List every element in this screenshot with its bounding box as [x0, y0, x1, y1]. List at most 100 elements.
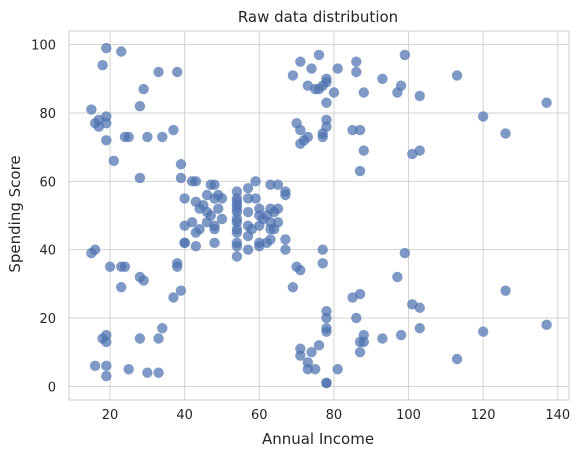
scatter-point [354, 288, 366, 300]
scatter-point [321, 326, 332, 337]
scatter-point [395, 329, 407, 341]
scatter-point [194, 223, 205, 235]
scatter-point [272, 203, 284, 214]
scatter-point [310, 364, 321, 375]
scatter-point [328, 87, 340, 98]
scatter-point [216, 193, 228, 204]
scatter-point [242, 244, 254, 255]
scatter-point [347, 124, 358, 136]
scatter-point [351, 66, 362, 78]
scatter-point [295, 124, 306, 136]
scatter-point [179, 220, 190, 231]
scatter-point [179, 193, 190, 204]
scatter-point [414, 302, 425, 313]
y-tick-label: 60 [39, 175, 56, 190]
scatter-point [242, 206, 254, 218]
scatter-point [209, 223, 220, 235]
scatter-point [242, 182, 254, 194]
scatter-point [153, 333, 164, 344]
scatter-point [317, 244, 328, 255]
scatter-point [231, 241, 243, 252]
scatter-point [414, 323, 425, 334]
scatter-point [272, 179, 284, 190]
x-tick-label: 100 [396, 408, 421, 423]
x-tick-label: 20 [102, 408, 119, 423]
scatter-point [313, 49, 325, 61]
x-tick-label: 120 [471, 408, 496, 423]
scatter-point [541, 97, 552, 108]
scatter-point [101, 370, 112, 382]
scatter-point [358, 145, 369, 156]
scatter-point [354, 346, 366, 358]
y-tick-label: 0 [48, 380, 56, 395]
scatter-point [231, 227, 243, 238]
scatter-point [395, 80, 407, 91]
scatter-point [205, 210, 216, 221]
scatter-point [134, 172, 146, 184]
scatter-point [306, 346, 317, 358]
scatter-point [351, 312, 362, 324]
scatter-point [287, 282, 299, 293]
scatter-point [500, 128, 511, 139]
scatter-point [172, 261, 183, 272]
scatter-point [317, 131, 328, 143]
scatter-point [101, 42, 112, 54]
scatter-point [198, 200, 209, 211]
scatter-point [414, 145, 425, 156]
scatter-point [216, 213, 228, 225]
scatter-point [175, 285, 187, 296]
scatter-point [295, 350, 306, 361]
scatter-point [302, 357, 314, 368]
scatter-point [175, 159, 187, 170]
scatter-point [306, 63, 317, 74]
scatter-point [123, 131, 134, 143]
scatter-point [451, 70, 463, 81]
scatter-point [89, 244, 101, 255]
scatter-point [209, 179, 220, 190]
scatter-point [295, 56, 306, 67]
scatter-point [377, 73, 388, 85]
scatter-point [321, 312, 332, 324]
scatter-point [172, 66, 183, 78]
scatter-point [153, 367, 164, 378]
x-tick-label: 140 [545, 408, 570, 423]
scatter-point [399, 49, 411, 61]
scatter-point [250, 193, 261, 204]
scatter-point [280, 186, 291, 197]
scatter-point [86, 104, 97, 115]
scatter-point [138, 275, 149, 286]
scatter-point [321, 77, 332, 88]
scatter-point [354, 165, 366, 177]
scatter-point [541, 319, 552, 331]
scatter-point [280, 244, 291, 255]
y-tick-labels: 0 20 40 60 80 100 [31, 39, 56, 396]
scatter-point [451, 353, 463, 365]
y-tick-label: 40 [39, 244, 56, 259]
scatter-point [153, 66, 164, 78]
scatter-point [321, 97, 332, 108]
scatter-point [399, 247, 411, 259]
scatter-point [351, 56, 362, 67]
scatter-point [168, 292, 179, 303]
scatter-point [175, 172, 187, 184]
scatter-point [190, 176, 202, 187]
scatter-point [265, 179, 276, 190]
x-tick-label: 80 [326, 408, 343, 423]
x-tick-label: 40 [176, 408, 193, 423]
scatter-point [142, 131, 153, 143]
scatter-point [101, 336, 112, 348]
scatter-point [231, 251, 243, 262]
y-tick-label: 100 [31, 39, 56, 54]
scatter-point [101, 118, 112, 129]
scatter-point [358, 329, 369, 341]
scatter-point [250, 176, 261, 187]
scatter-point [500, 285, 511, 296]
scatter-point [272, 217, 284, 228]
scatter-point [168, 124, 179, 136]
scatter-point [138, 83, 149, 95]
y-tick-label: 80 [39, 107, 56, 122]
scatter-point [358, 87, 369, 98]
scatter-point [213, 203, 224, 214]
scatter-point [321, 377, 332, 389]
scatter-point [321, 121, 332, 132]
